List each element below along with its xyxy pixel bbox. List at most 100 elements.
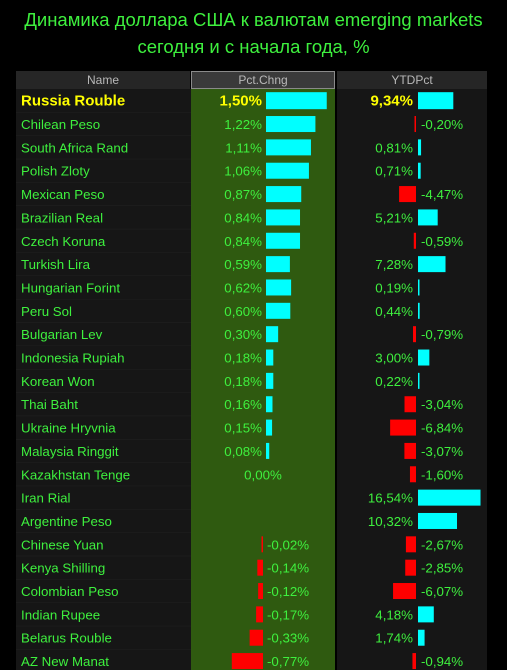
ytd-label-kazakhstan-tenge: -1,60% [421,467,463,482]
ytd-label-malaysia-ringgit: -3,07% [421,444,463,459]
pct-label-thai-baht: 0,16% [224,397,262,412]
ytd-label-polish-zloty: 0,71% [375,164,413,179]
pct-label-kenya-shilling: -0,14% [267,561,309,576]
ytd-bar-polish-zloty [418,162,421,179]
pct-label-malaysia-ringgit: 0,08% [224,444,262,459]
pct-bar-indian-rupee [256,606,263,623]
ytd-bar-belarus-rouble [418,629,425,646]
column-header-ytd-pct[interactable]: YTDPct [337,71,487,89]
chart-title-line1: Динамика доллара США к валютам emerging … [24,9,483,30]
ytd-label-chilean-peso: -0,20% [421,117,463,132]
pct-label-belarus-rouble: -0,33% [267,631,309,646]
row-name-malaysia-ringgit: Malaysia Ringgit [21,444,119,459]
ytd-label-russia-rouble: 9,34% [370,93,413,110]
ytd-label-turkish-lira: 7,28% [375,257,413,272]
pct-label-kazakhstan-tenge: 0,00% [244,467,282,482]
ytd-bar-hungarian-forint [418,279,420,296]
ytd-label-korean-won: 0,22% [375,374,413,389]
pct-bar-czech-koruna [266,232,301,249]
row-name-chinese-yuan: Chinese Yuan [21,537,104,552]
pct-bar-az-new-manat [231,653,263,670]
row-name-indian-rupee: Indian Rupee [21,607,100,622]
ytd-bar-kazakhstan-tenge [409,466,416,483]
ytd-bar-korean-won [418,372,420,389]
row-name-kazakhstan-tenge: Kazakhstan Tenge [21,467,130,482]
pct-label-peru-sol: 0,60% [224,304,262,319]
ytd-label-ukraine-hryvnia: -6,84% [421,421,463,436]
ytd-bar-peru-sol [418,302,420,319]
ytd-label-peru-sol: 0,44% [375,304,413,319]
pct-label-hungarian-forint: 0,62% [224,280,262,295]
ytd-label-thai-baht: -3,04% [421,397,463,412]
ytd-bar-mexican-peso [399,186,416,203]
row-name-brazilian-real: Brazilian Real [21,210,103,225]
pct-label-turkish-lira: 0,59% [224,257,262,272]
chart-title-line2: сегодня и с начала года, % [137,36,370,57]
pct-label-korean-won: 0,18% [224,374,262,389]
row-name-kenya-shilling: Kenya Shilling [21,561,105,576]
pct-label-chilean-peso: 1,22% [224,117,262,132]
ytd-bar-indian-rupee [418,606,434,623]
row-name-belarus-rouble: Belarus Rouble [21,631,112,646]
column-header-pct-chng[interactable]: Pct.Chng [191,71,335,89]
pct-label-ukraine-hryvnia: 0,15% [224,421,262,436]
row-name-az-new-manat: AZ New Manat [21,654,109,669]
ytd-label-bulgarian-lev: -0,79% [421,327,463,342]
ytd-bar-south-africa-rand [418,139,422,156]
ytd-bar-az-new-manat [412,653,416,670]
pct-bar-brazilian-real [266,209,301,226]
pct-label-bulgarian-lev: 0,30% [224,327,262,342]
ytd-bar-bulgarian-lev [413,326,416,343]
pct-bar-kenya-shilling [257,559,263,576]
row-name-russia-rouble: Russia Rouble [21,93,125,110]
pct-label-polish-zloty: 1,06% [224,164,262,179]
ytd-bar-colombian-peso [393,583,416,600]
ytd-label-chinese-yuan: -2,67% [421,537,463,552]
pct-bar-korean-won [266,372,274,389]
ytd-bar-ukraine-hryvnia [390,419,416,436]
pct-label-brazilian-real: 0,84% [224,210,262,225]
row-name-thai-baht: Thai Baht [21,397,78,412]
pct-label-chinese-yuan: -0,02% [267,537,309,552]
pct-bar-chinese-yuan [261,536,263,553]
name-column-background [16,89,191,670]
row-name-czech-koruna: Czech Koruna [21,234,106,249]
pct-label-az-new-manat: -0,77% [267,654,309,669]
ytd-bar-turkish-lira [418,256,446,273]
ytd-bar-thai-baht [404,396,416,413]
pct-bar-chilean-peso [266,116,316,133]
ytd-bar-iran-rial [418,489,481,506]
row-name-colombian-peso: Colombian Peso [21,584,119,599]
pct-bar-belarus-rouble [249,629,263,646]
ytd-bar-malaysia-ringgit [404,442,416,459]
row-name-chilean-peso: Chilean Peso [21,117,100,132]
row-name-peru-sol: Peru Sol [21,304,72,319]
pct-bar-peru-sol [266,302,291,319]
ytd-label-hungarian-forint: 0,19% [375,280,413,295]
pct-bar-ukraine-hryvnia [266,419,273,436]
row-name-iran-rial: Iran Rial [21,491,71,506]
ytd-label-czech-koruna: -0,59% [421,234,463,249]
row-name-hungarian-forint: Hungarian Forint [21,280,120,295]
pct-bar-bulgarian-lev [266,326,279,343]
ytd-label-argentine-peso: 10,32% [368,514,413,529]
pct-bar-colombian-peso [258,583,263,600]
pct-bar-malaysia-ringgit [266,442,270,459]
row-name-polish-zloty: Polish Zloty [21,164,90,179]
pct-label-indian-rupee: -0,17% [267,607,309,622]
ytd-label-indian-rupee: 4,18% [375,607,413,622]
pct-bar-turkish-lira [266,256,290,273]
pct-bar-thai-baht [266,396,273,413]
row-name-argentine-peso: Argentine Peso [21,514,112,529]
row-name-bulgarian-lev: Bulgarian Lev [21,327,103,342]
ytd-bar-chilean-peso [414,116,416,133]
row-name-turkish-lira: Turkish Lira [21,257,91,272]
ytd-bar-argentine-peso [418,512,458,529]
ytd-label-belarus-rouble: 1,74% [375,631,413,646]
pct-label-south-africa-rand: 1,11% [225,140,262,155]
ytd-label-indonesia-rupiah: 3,00% [375,351,413,366]
column-header-name[interactable]: Name [16,71,190,89]
ytd-label-kenya-shilling: -2,85% [421,561,463,576]
ytd-bar-czech-koruna [413,232,416,249]
row-name-indonesia-rupiah: Indonesia Rupiah [21,351,125,366]
